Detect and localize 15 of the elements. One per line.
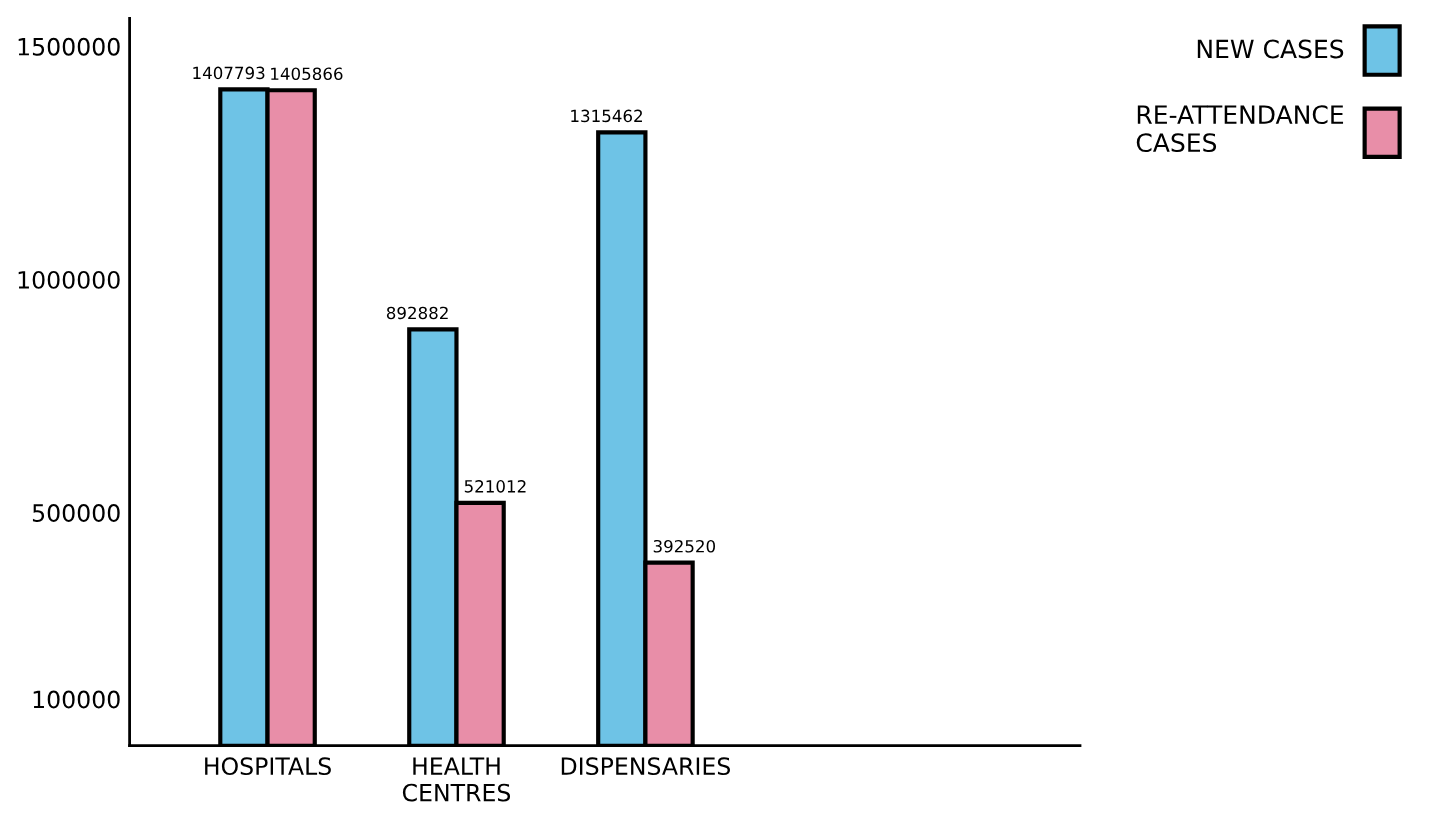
x-tick-label: HOSPITALS [205, 757, 331, 776]
data-label: 1407793 [193, 66, 265, 80]
x-tick-label: DISPENSARIES [561, 757, 731, 776]
data-label: 1315462 [571, 109, 642, 123]
legend-label: NEW CASES [1197, 39, 1344, 59]
y-tick-label: 100000 [33, 690, 120, 709]
x-tick-label: HEALTH CENTRES [402, 757, 511, 802]
data-label: 392520 [653, 539, 716, 553]
data-label: 1405866 [271, 67, 343, 81]
y-tick-label: 1500000 [18, 37, 120, 56]
data-label: 521012 [464, 480, 526, 493]
y-tick-label: 1000000 [18, 270, 120, 289]
legend-label: RE-ATTENDANCE CASES [1136, 105, 1344, 153]
y-tick-label: 500000 [32, 504, 120, 522]
data-label: 892882 [386, 306, 448, 320]
